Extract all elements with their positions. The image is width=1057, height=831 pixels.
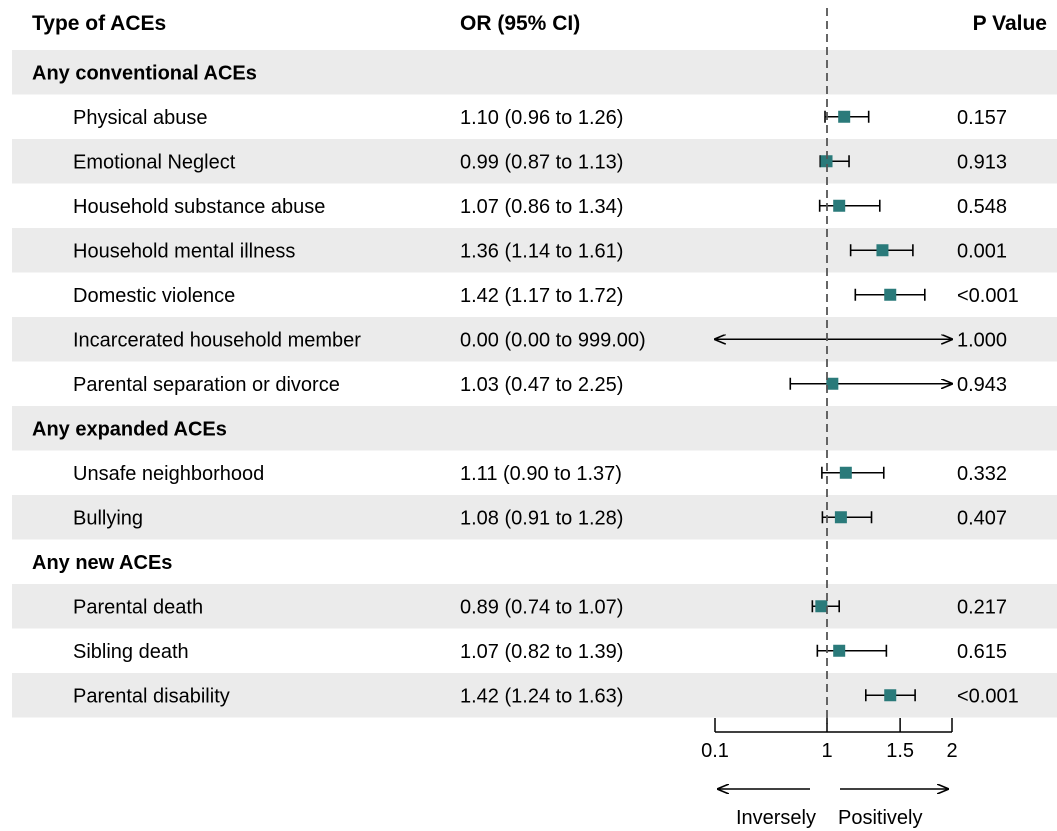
row-p-value: 0.913 (957, 151, 1007, 173)
inversely-label: Inversely (736, 807, 816, 829)
row-p-value: 0.157 (957, 107, 1007, 129)
row-label: Sibling death (73, 641, 189, 663)
x-tick-label: 1.5 (886, 740, 914, 762)
row-p-value: 0.332 (957, 463, 1007, 485)
row-p-value: 0.001 (957, 240, 1007, 262)
row-label: Domestic violence (73, 285, 235, 307)
row-p-value: 0.217 (957, 596, 1007, 618)
point-estimate (826, 377, 839, 390)
row-label: Bullying (73, 507, 143, 529)
row-label: Parental death (73, 596, 203, 618)
x-tick-label: 0.1 (701, 740, 729, 762)
row-or-ci: 1.07 (0.86 to 1.34) (460, 196, 623, 218)
group-label: Any new ACEs (32, 552, 172, 574)
row-label: Parental separation or divorce (73, 374, 340, 396)
row-or-ci: 1.10 (0.96 to 1.26) (460, 107, 623, 129)
x-tick-label: 1 (821, 740, 832, 762)
row-or-ci: 1.42 (1.17 to 1.72) (460, 285, 623, 307)
row-p-value: 0.548 (957, 196, 1007, 218)
row-shade (12, 495, 1057, 540)
row-p-value: <0.001 (957, 285, 1019, 307)
point-estimate (834, 511, 847, 524)
header-p-value: P Value (973, 12, 1047, 35)
header-or: OR (95% CI) (460, 12, 580, 35)
point-estimate (838, 110, 851, 123)
point-estimate (820, 155, 833, 168)
positively-label: Positively (838, 807, 922, 829)
point-estimate (833, 199, 846, 212)
point-estimate (839, 466, 852, 479)
row-or-ci: 1.08 (0.91 to 1.28) (460, 507, 623, 529)
row-p-value: 0.407 (957, 507, 1007, 529)
row-label: Parental disability (73, 685, 230, 707)
row-or-ci: 1.03 (0.47 to 2.25) (460, 374, 623, 396)
row-or-ci: 1.11 (0.90 to 1.37) (460, 463, 622, 485)
row-label: Household mental illness (73, 240, 295, 262)
row-or-ci: 1.36 (1.14 to 1.61) (460, 240, 623, 262)
row-or-ci: 0.99 (0.87 to 1.13) (460, 151, 623, 173)
row-shade (12, 584, 1057, 629)
group-label: Any expanded ACEs (32, 418, 227, 440)
row-or-ci: 1.42 (1.24 to 1.63) (460, 685, 623, 707)
point-estimate (833, 644, 846, 657)
point-estimate (815, 600, 828, 613)
point-estimate (884, 288, 897, 301)
row-p-value: 0.615 (957, 641, 1007, 663)
row-p-value: 1.000 (957, 329, 1007, 351)
row-shade (12, 139, 1057, 184)
row-p-value: <0.001 (957, 685, 1019, 707)
row-label: Physical abuse (73, 107, 208, 129)
row-shade (12, 406, 1057, 451)
row-label: Household substance abuse (73, 196, 325, 218)
row-or-ci: 0.00 (0.00 to 999.00) (460, 329, 646, 351)
row-label: Incarcerated household member (73, 329, 361, 351)
point-estimate (884, 689, 897, 702)
point-estimate (876, 244, 889, 257)
row-or-ci: 1.07 (0.82 to 1.39) (460, 641, 623, 663)
x-tick-label: 2 (946, 740, 957, 762)
header-type: Type of ACEs (32, 12, 166, 35)
row-shade (12, 50, 1057, 95)
row-label: Emotional Neglect (73, 151, 236, 173)
row-label: Unsafe neighborhood (73, 463, 264, 485)
group-label: Any conventional ACEs (32, 62, 257, 84)
row-p-value: 0.943 (957, 374, 1007, 396)
row-or-ci: 0.89 (0.74 to 1.07) (460, 596, 623, 618)
